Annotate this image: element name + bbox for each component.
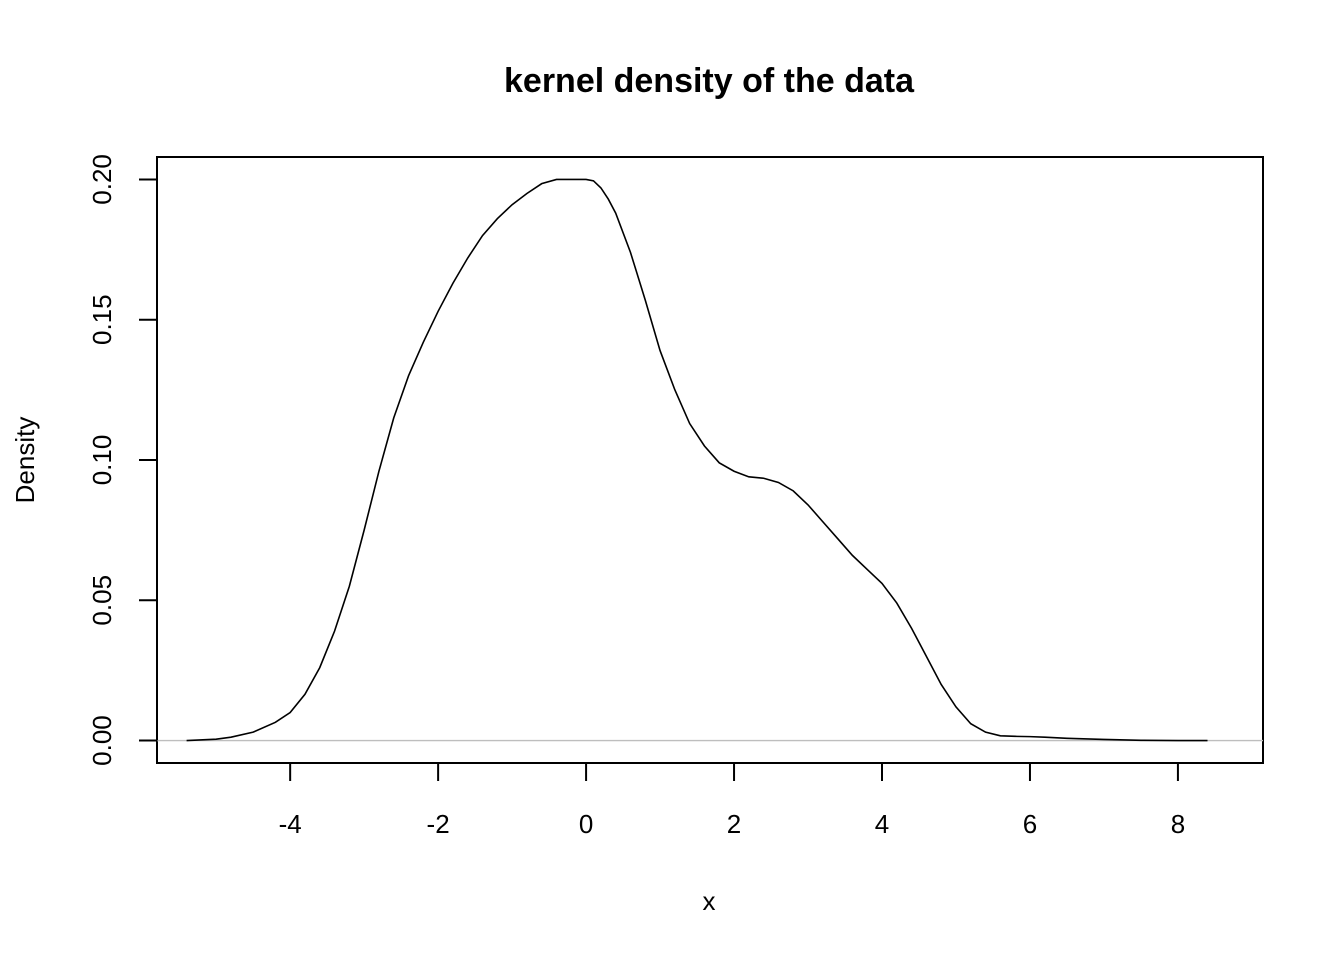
y-tick-label: 0.20 xyxy=(87,154,117,205)
x-axis: -4 -2 0 2 4 6 8 xyxy=(279,762,1185,839)
x-tick-label: -2 xyxy=(427,809,450,839)
x-tick-label: -4 xyxy=(279,809,302,839)
x-tick-label: 4 xyxy=(875,809,889,839)
x-tick-label: 8 xyxy=(1171,809,1185,839)
chart-title: kernel density of the data xyxy=(504,62,915,100)
x-axis-label: x xyxy=(703,886,716,916)
x-tick-label: 0 xyxy=(579,809,593,839)
x-tick-label: 6 xyxy=(1023,809,1037,839)
y-axis-label: Density xyxy=(10,417,40,504)
y-axis: 0.00 0.05 0.10 0.15 0.20 xyxy=(87,154,158,766)
y-tick-label: 0.15 xyxy=(87,294,117,345)
y-tick-label: 0.10 xyxy=(87,435,117,486)
density-curve xyxy=(186,178,1208,742)
x-tick-label: 2 xyxy=(727,809,741,839)
y-tick-label: 0.00 xyxy=(87,715,117,766)
y-tick-label: 0.05 xyxy=(87,575,117,626)
plot-frame xyxy=(156,156,1264,764)
